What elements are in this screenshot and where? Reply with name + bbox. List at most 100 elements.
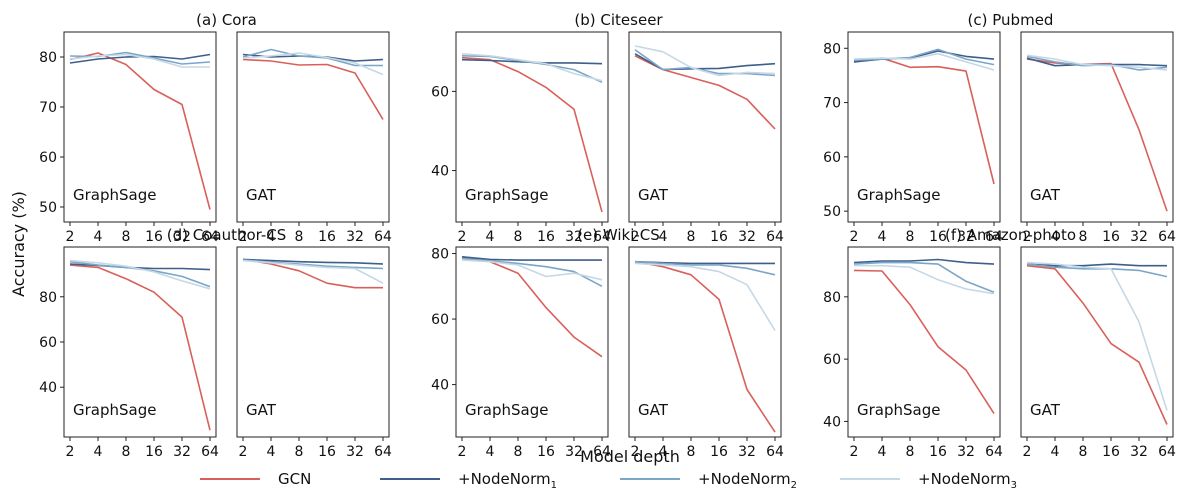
x-tick-label: 32	[346, 444, 364, 460]
x-tick-label: 4	[659, 229, 668, 245]
x-tick-label: 32	[738, 444, 756, 460]
panel-label: GraphSage	[73, 186, 156, 204]
series-line	[1026, 261, 1168, 411]
series-line	[461, 256, 603, 358]
series-line	[69, 52, 211, 210]
x-tick-label: 32	[565, 444, 583, 460]
series-line	[853, 261, 995, 293]
series-line	[69, 264, 211, 431]
panel-label: GraphSage	[465, 186, 548, 204]
x-tick-label: 64	[374, 444, 392, 460]
series-line	[69, 259, 211, 290]
panel-label: GAT	[1030, 401, 1061, 419]
x-tick-label: 32	[173, 444, 191, 460]
subplot: 2 4 8 16 32 64 40 60 80 GraphSage (e) Wiki-CS	[431, 226, 660, 460]
x-tick-label: 64	[985, 444, 1003, 460]
y-tick-label: 80	[823, 290, 841, 306]
series-line	[853, 48, 995, 66]
series-line	[634, 262, 776, 331]
subplot: 2 4 8 16 32 64 40 60 80 GraphSage (d) Coauthor-CS	[39, 226, 286, 460]
x-tick-label: 64	[985, 229, 1003, 245]
subplot: 2 4 8 16 32 64 40 60 GraphSage (b) Citeseer	[431, 11, 663, 245]
plot-frame	[455, 246, 609, 438]
x-tick-label: 4	[486, 444, 495, 460]
x-tick-label: 8	[514, 229, 523, 245]
subplot-title: (a) Cora	[196, 11, 257, 29]
y-tick-label: 60	[431, 84, 449, 100]
series-line	[634, 45, 776, 77]
legend-entry: +NodeNorm2	[698, 470, 797, 489]
x-tick-label: 2	[66, 444, 75, 460]
legend-entry: +NodeNorm3	[918, 470, 1017, 489]
y-tick-label: 60	[823, 352, 841, 368]
x-tick-label: 32	[957, 444, 975, 460]
panel-label: GAT	[638, 186, 669, 204]
x-tick-label: 64	[593, 444, 611, 460]
subplot: 2 4 8 16 32 64 GAT	[1020, 31, 1176, 245]
y-tick-label: 40	[39, 380, 57, 396]
panel-label: GraphSage	[465, 401, 548, 419]
x-tick-label: 16	[1102, 444, 1120, 460]
y-tick-label: 80	[823, 41, 841, 57]
x-tick-label: 2	[239, 444, 248, 460]
x-tick-label: 32	[173, 229, 191, 245]
y-tick-label: 80	[431, 247, 449, 263]
plot-frame	[236, 246, 390, 438]
series-line	[634, 49, 776, 77]
y-tick-label: 50	[39, 200, 57, 216]
series-line	[1026, 54, 1168, 71]
panel-label: GAT	[246, 401, 277, 419]
series-line	[853, 57, 995, 185]
series-line	[461, 256, 602, 261]
series-line	[1026, 264, 1168, 425]
legend-subscript: 1	[551, 480, 557, 489]
x-tick-label: 4	[878, 444, 887, 460]
y-tick-label: 60	[823, 150, 841, 166]
x-tick-label: 4	[94, 229, 103, 245]
series-line	[634, 55, 776, 130]
series-line	[242, 58, 384, 120]
x-tick-label: 2	[1023, 229, 1032, 245]
x-tick-label: 32	[1130, 229, 1148, 245]
subplot-title: (f) Amazon-photo	[945, 226, 1076, 244]
subplot: 2 4 8 16 32 64 50 60 70 80 GraphSage (a) Cora	[39, 11, 257, 245]
y-tick-label: 70	[39, 100, 57, 116]
plot-frame	[628, 246, 782, 438]
x-tick-label: 8	[687, 444, 696, 460]
x-tick-label: 16	[710, 444, 728, 460]
x-tick-label: 16	[710, 229, 728, 245]
y-tick-label: 40	[823, 414, 841, 430]
y-tick-label: 40	[431, 378, 449, 394]
y-tick-label: 60	[39, 150, 57, 166]
x-tick-label: 2	[631, 229, 640, 245]
x-tick-label: 64	[201, 229, 219, 245]
x-tick-label: 4	[486, 229, 495, 245]
series-line	[634, 260, 776, 276]
x-tick-label: 32	[565, 229, 583, 245]
plot-frame	[847, 246, 1001, 438]
panel-label: GraphSage	[857, 186, 940, 204]
series-line	[69, 53, 210, 68]
subplot: 2 4 8 16 32 64 GAT	[236, 246, 392, 460]
x-tick-label: 64	[1158, 444, 1176, 460]
legend-label: GCN	[278, 470, 311, 488]
x-tick-label: 2	[239, 229, 248, 245]
x-tick-label: 16	[537, 229, 555, 245]
y-tick-label: 50	[823, 204, 841, 220]
x-tick-label: 16	[145, 444, 163, 460]
x-tick-label: 32	[346, 229, 364, 245]
subplot: 2 4 8 16 32 64 GAT	[628, 31, 784, 245]
plot-frame	[1020, 31, 1174, 223]
plot-frame	[847, 31, 1001, 223]
y-axis-label: Accuracy (%)	[9, 191, 28, 297]
x-tick-label: 16	[318, 229, 336, 245]
x-tick-label: 32	[957, 229, 975, 245]
subplot-title: (c) Pubmed	[968, 11, 1054, 29]
series-line	[634, 260, 776, 433]
x-tick-label: 4	[1051, 229, 1060, 245]
y-tick-label: 80	[39, 290, 57, 306]
x-tick-label: 16	[929, 229, 947, 245]
x-tick-label: 64	[766, 229, 784, 245]
x-tick-label: 8	[295, 444, 304, 460]
